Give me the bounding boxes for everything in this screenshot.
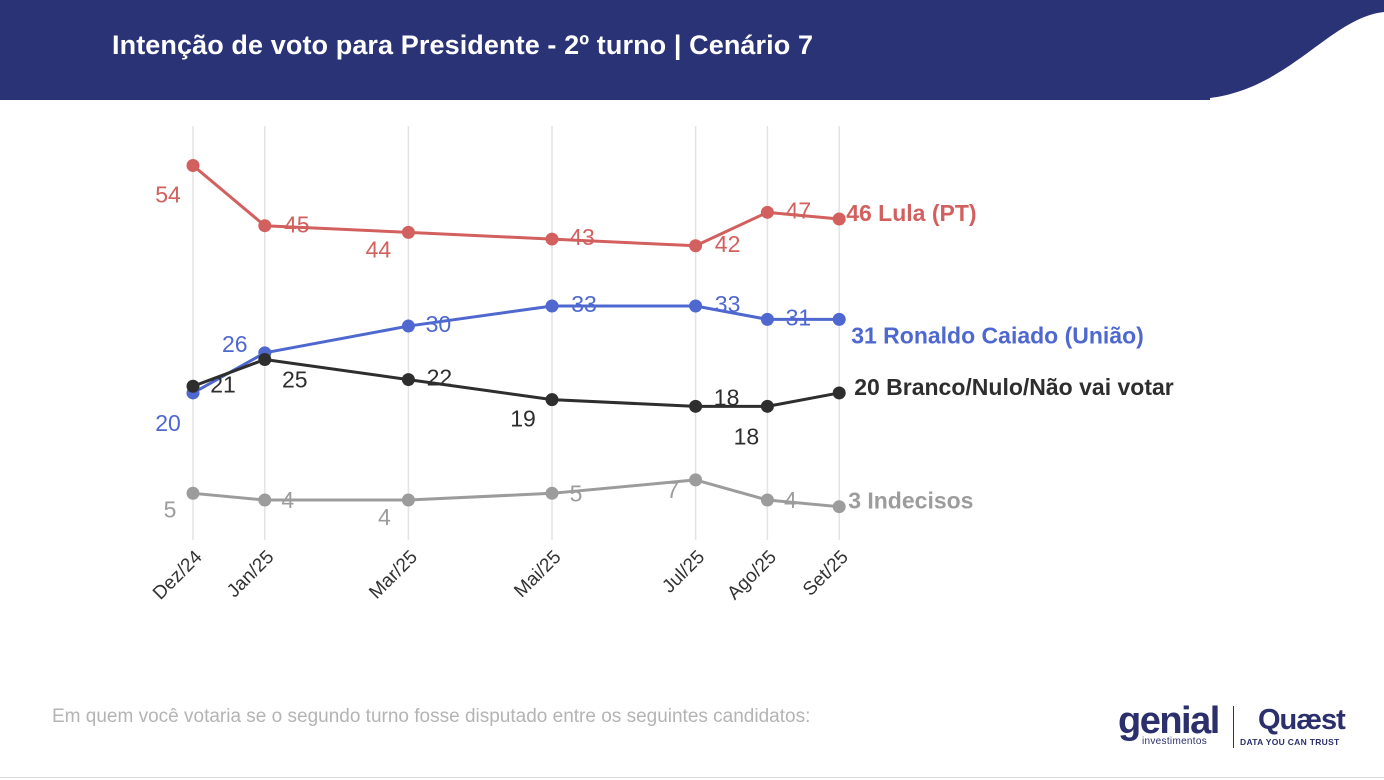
- data-point: [689, 399, 703, 413]
- data-label: 5: [164, 496, 177, 522]
- logos: genial investimentos Quæst DATA YOU CAN …: [1112, 700, 1352, 756]
- data-point: [186, 486, 200, 500]
- data-label: 4: [784, 487, 797, 513]
- series-end-label: 46 Lula (PT): [846, 200, 976, 226]
- data-label: 43: [569, 224, 595, 250]
- x-tick-label: Jul/25: [658, 547, 709, 598]
- series-end-label: 20 Branco/Nulo/Não vai votar: [854, 374, 1174, 400]
- quaest-logo-subtitle: DATA YOU CAN TRUST: [1240, 737, 1340, 747]
- data-label: 18: [714, 384, 740, 410]
- series-end-label: 31 Ronaldo Caiado (União): [851, 322, 1144, 348]
- x-tick-label: Dez/24: [149, 546, 207, 604]
- page-title: Intenção de voto para Presidente - 2º tu…: [112, 30, 814, 60]
- data-label: 7: [666, 477, 679, 503]
- line-chart: Dez/24 Jan/25 Mar/25 Mai/25 Jul/25 Ago/25 Set/…: [149, 126, 1174, 604]
- data-label: 45: [284, 212, 310, 238]
- series-end-label: 3 Indecisos: [848, 488, 973, 514]
- data-label: 22: [427, 365, 453, 391]
- data-point: [186, 379, 200, 393]
- data-point: [760, 312, 774, 326]
- data-point: [832, 212, 846, 226]
- data-label: 31: [786, 304, 812, 330]
- x-tick-label: Jan/25: [223, 547, 278, 602]
- data-label: 5: [570, 480, 583, 506]
- data-label: 18: [734, 423, 760, 449]
- data-point: [689, 239, 703, 253]
- data-label: 42: [715, 231, 741, 257]
- data-point: [186, 159, 200, 172]
- data-point: [545, 232, 559, 246]
- data-label: 21: [210, 371, 236, 397]
- x-tick-label: Ago/25: [723, 547, 780, 604]
- data-point: [258, 219, 272, 233]
- x-tick-label: Mar/25: [365, 547, 422, 604]
- data-label: 54: [155, 182, 181, 208]
- data-label: 26: [222, 331, 248, 357]
- data-label: 30: [426, 311, 452, 337]
- data-point: [760, 399, 774, 413]
- data-point: [401, 319, 415, 333]
- data-point: [832, 312, 846, 326]
- data-point: [832, 386, 846, 400]
- data-label: 25: [282, 367, 308, 393]
- question-footnote: Em quem você votaria se o segundo turno …: [52, 706, 811, 727]
- data-point: [689, 473, 703, 487]
- data-point: [832, 500, 846, 514]
- data-point: [401, 225, 415, 239]
- data-label: 44: [366, 236, 392, 262]
- data-point: [760, 493, 774, 507]
- quaest-logo: Quæst: [1258, 704, 1346, 736]
- genial-logo: genial: [1118, 700, 1220, 742]
- data-point: [258, 493, 272, 507]
- data-label: 47: [786, 197, 812, 223]
- logo-divider: [1233, 706, 1234, 748]
- data-point: [760, 205, 774, 219]
- data-point: [545, 486, 559, 500]
- x-tick-label: Set/25: [799, 547, 853, 601]
- data-label: 4: [378, 504, 391, 530]
- data-point: [401, 493, 415, 507]
- data-label: 4: [281, 487, 294, 513]
- bottom-divider: [0, 777, 1384, 778]
- data-point: [545, 299, 559, 313]
- header-banner: Intenção de voto para Presidente - 2º tu…: [0, 0, 1384, 100]
- data-label: 33: [715, 291, 741, 317]
- data-point: [401, 373, 415, 387]
- data-point: [258, 353, 272, 367]
- x-tick-label: Mai/25: [510, 547, 565, 602]
- data-label: 19: [510, 406, 536, 432]
- data-label: 33: [571, 291, 597, 317]
- header-background: [0, 0, 1384, 100]
- data-point: [545, 393, 559, 407]
- data-point: [689, 299, 703, 313]
- data-label: 20: [155, 410, 181, 436]
- genial-logo-subtitle: investimentos: [1142, 736, 1208, 747]
